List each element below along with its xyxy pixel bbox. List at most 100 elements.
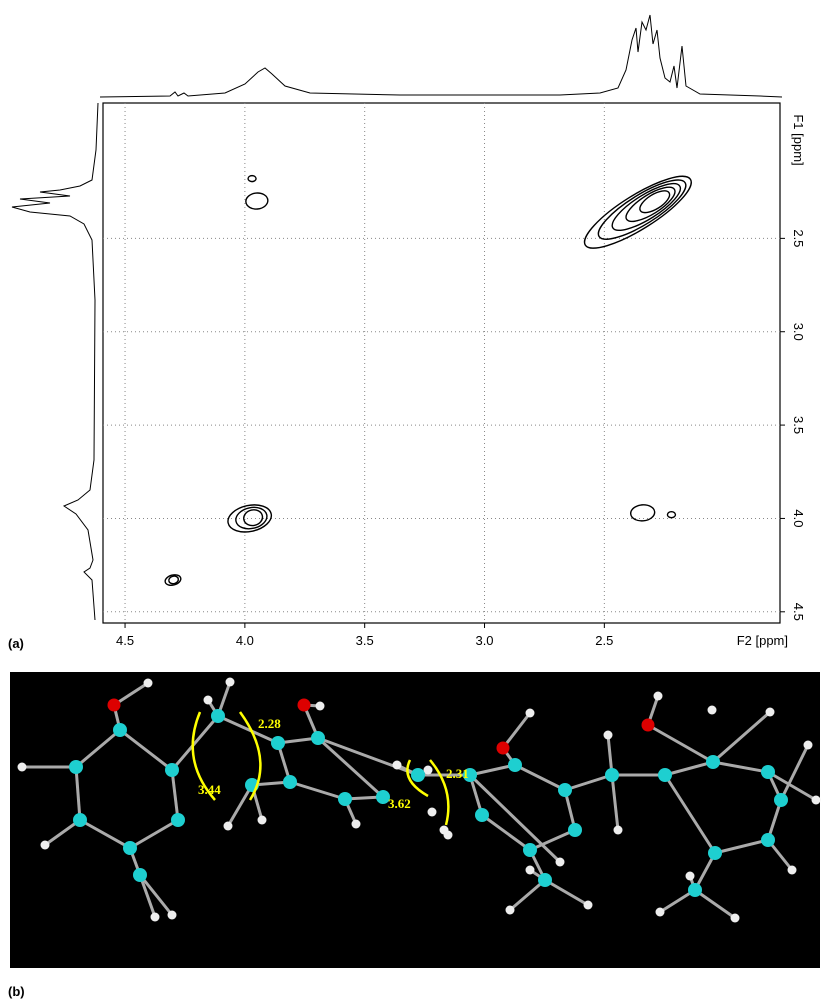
carbon-atom xyxy=(523,843,537,857)
carbon-atom xyxy=(475,808,489,822)
x-tick-label: 3.0 xyxy=(475,633,493,648)
hydrogen-atom xyxy=(424,766,433,775)
hydrogen-atom xyxy=(18,763,27,772)
oxygen-atom xyxy=(497,742,510,755)
carbon-atom xyxy=(338,792,352,806)
carbon-atom xyxy=(706,755,720,769)
peak xyxy=(248,176,256,182)
molecule-panel xyxy=(10,672,820,968)
hydrogen-atom xyxy=(604,731,613,740)
distance-label: 3.62 xyxy=(388,796,411,811)
carbon-atom xyxy=(113,723,127,737)
peak xyxy=(225,501,273,536)
carbon-atom xyxy=(538,873,552,887)
carbon-atom xyxy=(708,846,722,860)
contour-line xyxy=(630,504,655,522)
oxygen-atom xyxy=(108,699,121,712)
hydrogen-atom xyxy=(168,911,177,920)
hydrogen-atom xyxy=(686,872,695,881)
carbon-atom xyxy=(658,768,672,782)
hydrogen-atom xyxy=(708,706,717,715)
hydrogen-atom xyxy=(428,808,437,817)
page: (a) 2.28 3.44 3.62 2.31 (b) 4.5 4.0 3.5 3.0 2.5… xyxy=(0,0,830,1007)
contour-line xyxy=(248,176,256,182)
carbon-atom xyxy=(283,775,297,789)
hydrogen-atom xyxy=(526,709,535,718)
y-tick-label: 3.5 xyxy=(791,416,806,434)
hydrogen-atom xyxy=(352,820,361,829)
carbon-atom xyxy=(271,736,285,750)
f2-projection xyxy=(100,15,782,97)
x-tick-label: 3.5 xyxy=(356,633,374,648)
carbon-atom xyxy=(568,823,582,837)
carbon-atom xyxy=(311,731,325,745)
hydrogen-atom xyxy=(766,708,775,717)
carbon-atom xyxy=(761,833,775,847)
hydrogen-atom xyxy=(812,796,821,805)
plot-area xyxy=(103,103,780,623)
carbon-atom xyxy=(133,868,147,882)
carbon-atom xyxy=(69,760,83,774)
peak xyxy=(630,504,655,522)
hydrogen-atom xyxy=(506,906,515,915)
oxygen-atom xyxy=(298,699,311,712)
panel-label: (b) xyxy=(8,984,25,999)
hydrogen-atom xyxy=(151,913,160,922)
hydrogen-atom xyxy=(584,901,593,910)
hydrogen-atom xyxy=(316,702,325,711)
hydrogen-atom xyxy=(224,822,233,831)
distance-label: 2.28 xyxy=(258,716,281,731)
y-axis-label: F1 [ppm] xyxy=(791,114,806,165)
y-tick-label: 3.0 xyxy=(791,323,806,341)
carbon-atom xyxy=(73,813,87,827)
carbon-atom xyxy=(558,783,572,797)
hydrogen-atom xyxy=(788,866,797,875)
x-tick-label: 4.5 xyxy=(116,633,134,648)
oxygen-atom xyxy=(642,719,655,732)
hydrogen-atom xyxy=(258,816,267,825)
f1-projection xyxy=(12,103,98,620)
carbon-atom xyxy=(761,765,775,779)
carbon-atom xyxy=(508,758,522,772)
hydrogen-atom xyxy=(804,741,813,750)
contour-line xyxy=(667,512,675,518)
contour-line xyxy=(242,508,264,527)
contour-line xyxy=(245,192,268,210)
hydrogen-atom xyxy=(204,696,213,705)
hydrogen-atom xyxy=(226,678,235,687)
contour-line xyxy=(591,170,692,248)
hydrogen-atom xyxy=(556,858,565,867)
carbon-atom xyxy=(165,763,179,777)
hydrogen-atom xyxy=(656,908,665,917)
plot-frame xyxy=(103,103,780,623)
y-tick-label: 4.5 xyxy=(791,603,806,621)
peak xyxy=(245,192,268,210)
figure: (a) 2.28 3.44 3.62 2.31 (b) 4.5 4.0 3.5 3.0 2.5… xyxy=(0,0,830,1002)
hydrogen-atom xyxy=(144,679,153,688)
y-tick-label: 4.0 xyxy=(791,509,806,527)
peak xyxy=(164,573,182,587)
hydrogen-atom xyxy=(393,761,402,770)
distance-label: 2.31 xyxy=(446,766,469,781)
contour-line xyxy=(576,165,699,260)
carbon-atom xyxy=(211,709,225,723)
carbon-atom xyxy=(774,793,788,807)
hydrogen-atom xyxy=(731,914,740,923)
hydrogen-atom xyxy=(614,826,623,835)
carbon-atom xyxy=(605,768,619,782)
distance-label: 3.44 xyxy=(198,782,221,797)
hydrogen-atom xyxy=(526,866,535,875)
hydrogen-atom xyxy=(654,692,663,701)
x-axis-label: F2 [ppm] xyxy=(737,633,788,648)
panel-label: (a) xyxy=(8,636,24,651)
carbon-atom xyxy=(688,883,702,897)
hydrogen-atom xyxy=(41,841,50,850)
x-tick-label: 2.5 xyxy=(595,633,613,648)
peak xyxy=(667,512,675,518)
peak xyxy=(576,165,699,260)
hydrogen-atom xyxy=(440,826,449,835)
x-tick-label: 4.0 xyxy=(236,633,254,648)
carbon-atom xyxy=(411,768,425,782)
carbon-atom xyxy=(123,841,137,855)
carbon-atom xyxy=(171,813,185,827)
